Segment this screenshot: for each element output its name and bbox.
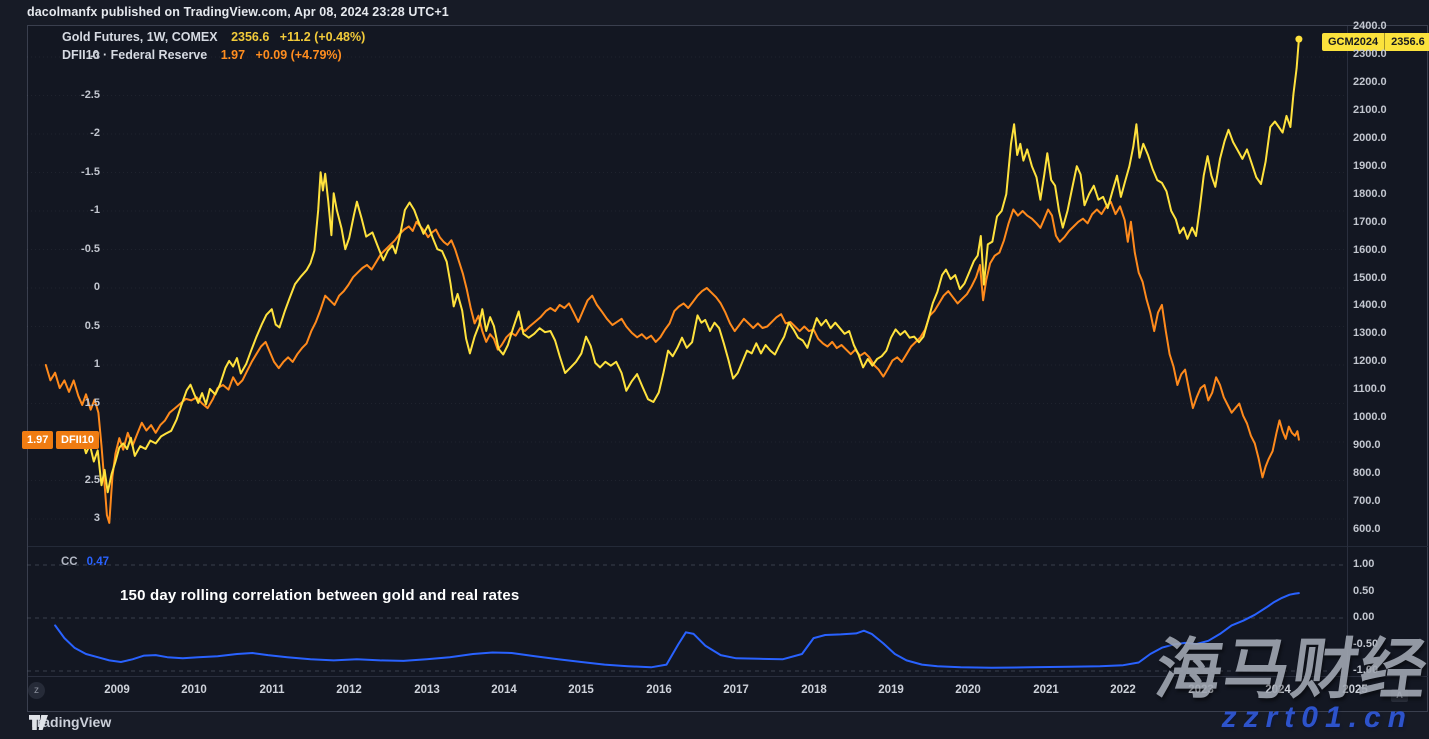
chart-text-annotation: 150 day rolling correlation between gold… [120, 587, 520, 604]
main-chart-canvas[interactable] [27, 25, 1347, 546]
correlation-chart-canvas[interactable] [27, 546, 1347, 676]
dfii10-series-change: +0.09 (+4.79%) [255, 48, 342, 62]
cjk-watermark: 海马财经 [1151, 632, 1429, 706]
cc-axis-label: 1.00 [1353, 558, 1375, 570]
right-axis-label: 1400.0 [1353, 299, 1387, 311]
year-label: 2014 [491, 684, 517, 696]
tradingview-logo-text: TradingView [29, 714, 112, 730]
year-label: 2018 [801, 684, 827, 696]
left-axis-label: 2.5 [84, 474, 100, 486]
left-axis-label: 1.5 [84, 397, 100, 409]
right-axis-label: 2200.0 [1353, 76, 1387, 88]
dfii10-series-title: DFII10 · Federal Reserve [62, 48, 208, 62]
year-label: 2011 [259, 684, 285, 696]
chart-frame [27, 25, 1428, 712]
right-axis-label: 1000.0 [1353, 411, 1387, 423]
left-axis-label: 0.5 [84, 320, 100, 332]
auto-scale-button[interactable]: A [1391, 689, 1408, 702]
year-label: 2017 [723, 684, 749, 696]
cc-indicator-value: 0.47 [86, 556, 110, 568]
gold-series-title: Gold Futures, 1W, COMEX [62, 30, 218, 44]
right-axis-label: 800.0 [1353, 467, 1381, 479]
dfii10-series-value: 1.97 [220, 48, 246, 62]
price-axis-separator [1347, 26, 1348, 676]
left-axis-label: -1 [90, 204, 100, 216]
right-axis-label: 1300.0 [1353, 327, 1387, 339]
cc-axis-label: 0.00 [1353, 611, 1375, 623]
gold-series-change: +11.2 (+0.48%) [279, 30, 366, 44]
right-axis-label: 1500.0 [1353, 272, 1387, 284]
year-label: 2013 [414, 684, 440, 696]
year-label: 2020 [955, 684, 981, 696]
right-axis-label: 900.0 [1353, 439, 1381, 451]
right-axis-label: 1200.0 [1353, 355, 1387, 367]
left-axis-label: -2.5 [81, 89, 100, 101]
gold-series-value: 2356.6 [231, 30, 270, 44]
right-axis-label: 2100.0 [1353, 104, 1387, 116]
url-watermark: zzrt01.cn [1221, 701, 1413, 734]
cc-indicator-legend[interactable]: CC 0.47 [61, 556, 109, 568]
right-axis-label: 2300.0 [1353, 48, 1387, 60]
right-axis-label: 2400.0 [1353, 20, 1387, 32]
right-axis-label: 1900.0 [1353, 160, 1387, 172]
right-axis-label: 700.0 [1353, 495, 1381, 507]
right-price-axis[interactable] [1348, 25, 1429, 676]
year-label: 2022 [1110, 684, 1136, 696]
tradingview-logo[interactable]: TradingView [29, 714, 111, 730]
year-label: 2016 [646, 684, 672, 696]
cc-axis-label: 0.50 [1353, 585, 1375, 597]
year-label: 2025 [1342, 684, 1368, 696]
right-axis-label: 1100.0 [1353, 383, 1387, 395]
legend-row-dfii10[interactable]: DFII10 · Federal Reserve 1.97 +0.09 (+4.… [62, 46, 365, 64]
left-axis-label: 1 [93, 358, 100, 370]
gold-price-badge: GCM2024 2356.6 [1322, 33, 1429, 51]
left-axis-label: -3 [90, 50, 100, 62]
dfii10-price-badge: 1.97 [22, 431, 54, 449]
series-right [57, 38, 1300, 494]
year-label: 2023 [1188, 684, 1214, 696]
year-label: 2012 [336, 684, 362, 696]
left-axis-label: -2 [90, 127, 100, 139]
pane-separator[interactable] [28, 546, 1428, 547]
last-price-dot [1295, 35, 1303, 43]
right-axis-label: 2000.0 [1353, 132, 1387, 144]
year-label: 2010 [181, 684, 207, 696]
gold-symbol-label: GCM2024 [1322, 33, 1386, 51]
dfii10-symbol-badge: DFII10 [56, 431, 100, 449]
timezone-button[interactable]: z [28, 682, 45, 699]
left-axis-label: 0 [93, 281, 100, 293]
year-label: 2009 [104, 684, 130, 696]
year-label: 2021 [1033, 684, 1059, 696]
right-axis-label: 1600.0 [1353, 244, 1387, 256]
time-axis-separator [28, 676, 1428, 677]
tradingview-logo-icon [29, 714, 48, 730]
cc-indicator-label: CC [61, 556, 78, 568]
series-cc [54, 592, 1300, 669]
left-axis-label: 3 [93, 512, 100, 524]
publish-attribution-line: dacolmanfx published on TradingView.com,… [27, 5, 449, 19]
year-label: 2024 [1265, 684, 1291, 696]
cc-axis-label: -0.50 [1353, 638, 1379, 650]
legend-row-gold[interactable]: Gold Futures, 1W, COMEX 2356.6 +11.2 (+0… [62, 28, 365, 46]
gold-last-price-label: 2356.6 [1391, 36, 1425, 48]
right-axis-label: 1700.0 [1353, 216, 1387, 228]
left-axis-label: -1.5 [81, 166, 100, 178]
legend: Gold Futures, 1W, COMEX 2356.6 +11.2 (+0… [62, 28, 365, 64]
left-axis-label: -0.5 [81, 243, 100, 255]
year-label: 2015 [568, 684, 594, 696]
series-left_inverted [44, 200, 1300, 524]
right-axis-label: 600.0 [1353, 523, 1381, 535]
right-axis-label: 1800.0 [1353, 188, 1387, 200]
year-label: 2019 [878, 684, 904, 696]
cc-axis-label: -1.00 [1353, 664, 1379, 676]
